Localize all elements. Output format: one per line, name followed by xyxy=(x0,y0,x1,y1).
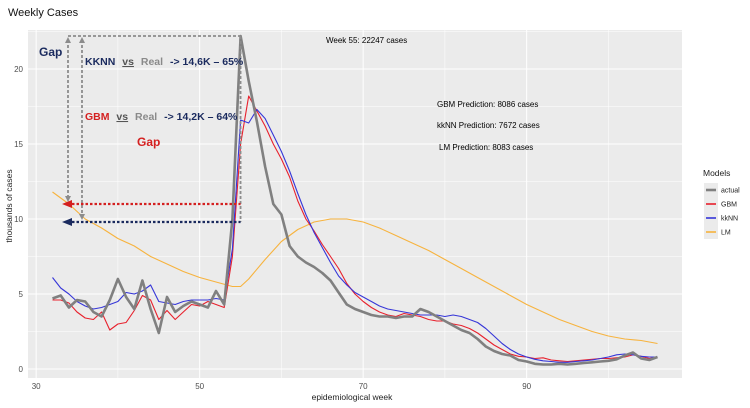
x-tick-label: 90 xyxy=(522,382,531,391)
x-tick-label: 50 xyxy=(195,382,204,391)
y-tick-label: 10 xyxy=(14,215,23,224)
annotation-gbm-prediction: GBM Prediction: 8086 cases xyxy=(437,100,538,109)
annotation-lm-prediction: LM Prediction: 8083 cases xyxy=(439,143,533,152)
gbm-model-label: GBM xyxy=(85,111,110,123)
gap-label-red: Gap xyxy=(137,135,160,149)
legend-label-gbm: GBM xyxy=(721,202,737,209)
legend-label-actual: actual xyxy=(721,188,740,195)
series-line-actual xyxy=(52,34,658,366)
annotation-peak: Week 55: 22247 cases xyxy=(326,36,407,45)
legend-label-lm: LM xyxy=(721,230,731,237)
knn-real-label: Real xyxy=(141,56,163,68)
chart-title: Weekly Cases xyxy=(8,7,79,19)
legend: Models actual GBM kkNN LM xyxy=(703,168,740,239)
gbm-comparison: GBM vs Real -> 14,2K – 64% xyxy=(85,111,238,123)
gbm-vs-label: vs xyxy=(116,111,128,123)
y-tick-label: 20 xyxy=(14,65,23,74)
series-layer xyxy=(52,34,658,366)
gbm-real-label: Real xyxy=(135,111,157,123)
knn-gap-arrow-bottom xyxy=(79,214,85,220)
gbm-level-arrow xyxy=(62,200,72,208)
gap-label-top: Gap xyxy=(39,45,62,59)
y-tick-label: 5 xyxy=(19,290,24,299)
knn-comparison: KKNN vs Real -> 14,6K – 65% xyxy=(85,56,244,68)
series-line-lm xyxy=(52,191,658,345)
gap-markers xyxy=(62,35,242,226)
series-line-gbm xyxy=(52,95,658,363)
y-tick-label: 0 xyxy=(19,365,24,374)
knn-gap-value: -> 14,6K – 65% xyxy=(170,56,244,68)
series-line-kknn xyxy=(52,108,658,363)
y-tick-label: 15 xyxy=(14,140,23,149)
knn-level-arrow xyxy=(62,218,72,226)
x-tick-label: 70 xyxy=(359,382,368,391)
knn-vs-label: vs xyxy=(122,56,134,68)
legend-label-kknn: kkNN xyxy=(721,216,738,223)
gbm-gap-arrow-top xyxy=(65,37,71,43)
knn-model-label: KKNN xyxy=(85,56,115,68)
axis-ticks: 30 50 70 90 0 5 10 15 20 xyxy=(14,65,532,391)
annotation-knn-prediction: kkNN Prediction: 7672 cases xyxy=(437,121,540,130)
x-tick-label: 30 xyxy=(32,382,41,391)
gbm-gap-arrow-bottom xyxy=(65,196,71,202)
gbm-gap-value: -> 14,2K – 64% xyxy=(164,111,238,123)
knn-gap-arrow-top xyxy=(79,37,85,43)
x-axis-title: epidemiological week xyxy=(312,392,394,402)
legend-title: Models xyxy=(703,168,730,178)
legend-items: actual GBM kkNN LM xyxy=(704,183,740,239)
y-axis-title: thousands of cases xyxy=(4,169,14,242)
